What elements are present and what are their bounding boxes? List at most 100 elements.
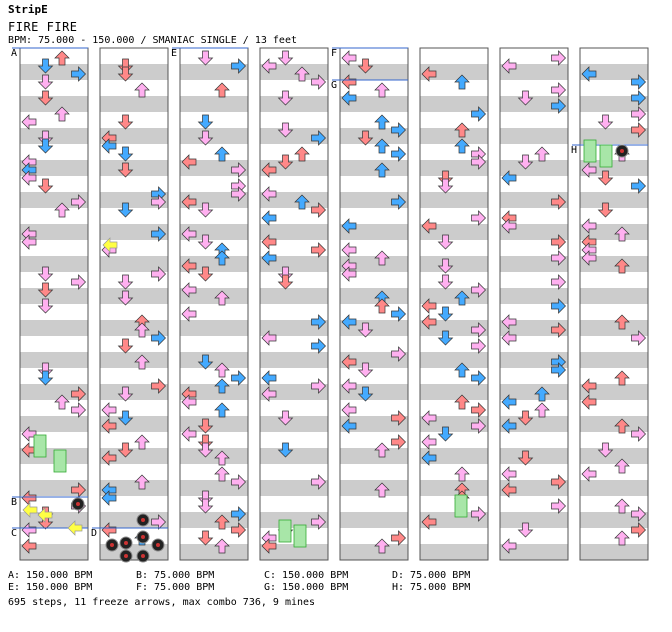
step-arrow-down: [597, 442, 614, 458]
lane-stripe: [260, 224, 328, 240]
lane-stripe: [580, 64, 648, 80]
lane-stripe: [420, 288, 488, 304]
step-arrow-right: [631, 522, 646, 538]
step-arrow-right: [391, 530, 406, 546]
lane-stripe: [180, 160, 248, 176]
step-arrow-down: [197, 234, 214, 250]
lane-stripe: [20, 544, 88, 560]
step-arrow-left: [341, 314, 357, 330]
lane-stripe: [340, 448, 408, 464]
lane-stripe: [500, 384, 568, 400]
step-arrow-down: [277, 154, 294, 170]
step-arrow-right: [551, 274, 566, 290]
step-arrow-left: [261, 58, 277, 74]
lane-stripe: [20, 288, 88, 304]
step-arrow-up: [374, 138, 390, 154]
step-arrow-right: [551, 194, 566, 210]
step-arrow-down: [117, 274, 134, 290]
lane-stripe: [500, 64, 568, 80]
step-arrow-up: [294, 66, 310, 82]
step-arrow-right: [71, 194, 86, 210]
step-arrow-up: [454, 138, 470, 154]
step-arrow-up: [614, 458, 630, 474]
step-arrow-left: [101, 490, 117, 506]
lane-stripe: [500, 128, 568, 144]
lane-stripe: [180, 384, 248, 400]
step-arrow-left: [261, 186, 277, 202]
step-arrow-right: [551, 234, 566, 250]
section-label: A: [11, 48, 17, 59]
lane-stripe: [500, 288, 568, 304]
lane-stripe: [100, 64, 168, 80]
step-arrow-left: [21, 522, 37, 538]
step-arrow-down: [277, 410, 294, 426]
step-arrow-right: [551, 82, 566, 98]
lane-stripe: [420, 448, 488, 464]
lane-stripe: [100, 160, 168, 176]
step-arrow-up: [214, 402, 230, 418]
step-arrow-left: [341, 418, 357, 434]
bpm-label-a: A: 150.000 BPM: [8, 570, 93, 581]
chart-column: [499, 47, 569, 561]
step-arrow-left: [261, 386, 277, 402]
lane-stripe: [500, 96, 568, 112]
shock-arrow: [22, 502, 38, 518]
section-label: F: [331, 48, 337, 59]
lane-stripe: [100, 352, 168, 368]
step-arrow-down: [117, 162, 134, 178]
step-arrow-left: [581, 466, 597, 482]
section-label: E: [171, 48, 177, 59]
step-arrow-down: [37, 178, 54, 194]
lane-stripe: [580, 320, 648, 336]
step-arrow-up: [374, 82, 390, 98]
step-arrow-right: [551, 362, 566, 378]
section-label: G: [331, 80, 337, 91]
step-arrow-left: [21, 538, 37, 554]
lane-stripe: [340, 320, 408, 336]
lane-stripe: [500, 512, 568, 528]
step-arrow-down: [517, 90, 534, 106]
lane-stripe: [420, 224, 488, 240]
step-arrow-down: [197, 202, 214, 218]
step-arrow-up: [614, 418, 630, 434]
lane-stripe: [580, 544, 648, 560]
lane-stripe: [20, 256, 88, 272]
step-arrow-left: [421, 298, 437, 314]
lane-stripe: [420, 480, 488, 496]
step-arrow-left: [501, 58, 517, 74]
step-arrow-left: [421, 450, 437, 466]
lane-stripe: [20, 64, 88, 80]
lane-stripe: [420, 64, 488, 80]
freeze-arrow: [454, 494, 468, 518]
lane-stripe: [580, 416, 648, 432]
freeze-arrow: [33, 434, 47, 458]
mine-core: [620, 149, 624, 153]
step-arrow-left: [421, 410, 437, 426]
lane-stripe: [500, 192, 568, 208]
step-arrow-down: [597, 170, 614, 186]
step-arrow-down: [357, 362, 374, 378]
step-arrow-left: [21, 426, 37, 442]
step-arrow-left: [181, 258, 197, 274]
step-arrow-down: [357, 386, 374, 402]
lane-stripe: [420, 384, 488, 400]
step-arrow-left: [261, 210, 277, 226]
step-arrow-down: [437, 426, 454, 442]
freeze-arrow: [599, 144, 613, 168]
step-arrow-left: [501, 466, 517, 482]
step-arrow-right: [71, 274, 86, 290]
step-arrow-right: [391, 410, 406, 426]
step-arrow-right: [471, 210, 486, 226]
lane-stripe: [340, 288, 408, 304]
lane-stripe: [420, 128, 488, 144]
step-arrow-down: [117, 442, 134, 458]
step-arrow-right: [71, 402, 86, 418]
step-arrow-up: [214, 250, 230, 266]
step-arrow-down: [197, 266, 214, 282]
step-arrow-down: [277, 274, 294, 290]
lane-stripe: [20, 320, 88, 336]
lane-stripe: [500, 448, 568, 464]
lane-stripe: [260, 480, 328, 496]
mine-core: [141, 518, 145, 522]
step-arrow-left: [421, 66, 437, 82]
